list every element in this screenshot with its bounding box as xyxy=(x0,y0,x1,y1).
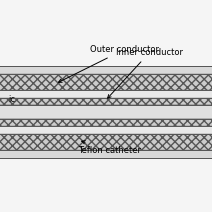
Bar xyxy=(0,134,212,150)
Text: ic: ic xyxy=(8,95,15,103)
Bar xyxy=(0,119,212,126)
Text: Inner conductor: Inner conductor xyxy=(108,48,183,98)
Bar xyxy=(0,90,212,98)
Bar xyxy=(0,66,212,74)
Bar xyxy=(0,98,212,105)
Bar xyxy=(0,74,212,90)
Text: Teflon catheter: Teflon catheter xyxy=(78,141,141,155)
Bar xyxy=(0,105,212,119)
Text: Outer conductor: Outer conductor xyxy=(59,45,159,82)
Bar xyxy=(0,150,212,158)
Bar xyxy=(0,126,212,134)
